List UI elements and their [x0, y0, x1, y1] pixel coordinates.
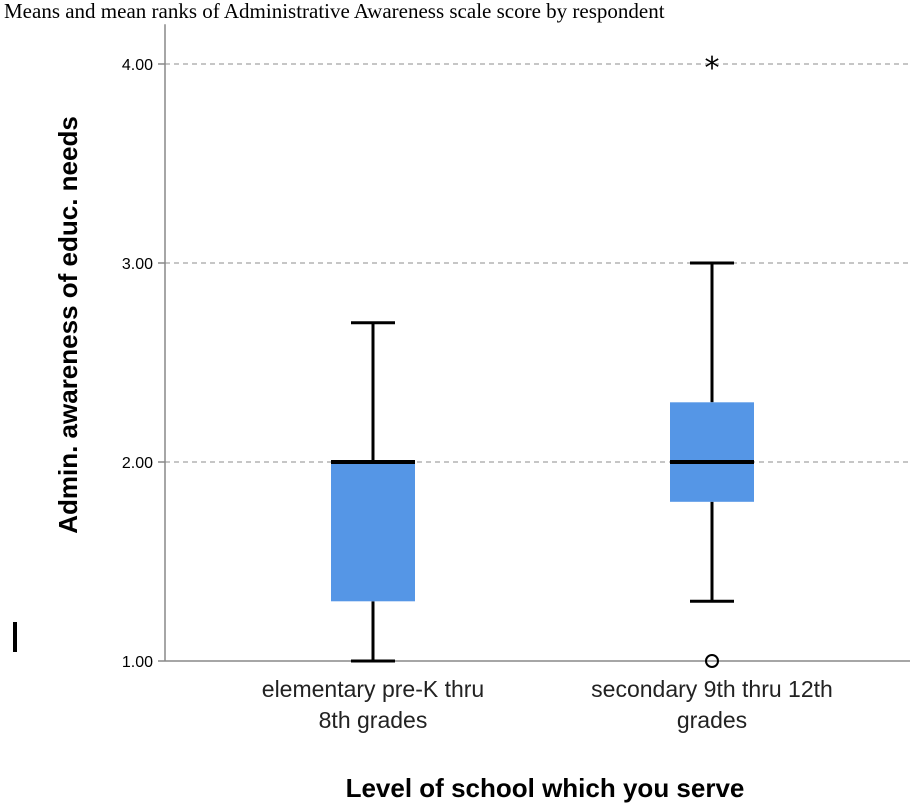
y-axis-title: Admin. awareness of educ. needs — [53, 116, 83, 534]
box-group — [331, 321, 415, 663]
figure-caption: Means and mean ranks of Administrative A… — [4, 0, 665, 23]
y-tick-label: 3.00 — [122, 256, 153, 273]
x-category-label: 8th grades — [319, 707, 428, 733]
outlier-point — [705, 654, 719, 668]
x-axis-title: Level of school which you serve — [346, 773, 745, 803]
x-category-labels: elementary pre-K thru 8th grades secondary… — [262, 676, 833, 733]
y-tick-label: 4.00 — [122, 57, 153, 74]
iqr-box — [331, 462, 415, 602]
boxes: * — [331, 51, 754, 668]
box-group: * — [670, 51, 754, 668]
y-tick-label: 1.00 — [122, 654, 153, 671]
y-tick-labels: 1.00 2.00 3.00 4.00 — [122, 57, 153, 671]
y-tick-label: 2.00 — [122, 455, 153, 472]
gridlines — [165, 63, 910, 463]
axes — [158, 24, 910, 662]
iqr-box — [670, 402, 754, 502]
x-category-label: elementary pre-K thru — [262, 676, 484, 702]
extreme-point: * — [705, 51, 720, 86]
x-category-label: grades — [677, 707, 747, 733]
x-category-label: secondary 9th thru 12th — [591, 676, 833, 702]
